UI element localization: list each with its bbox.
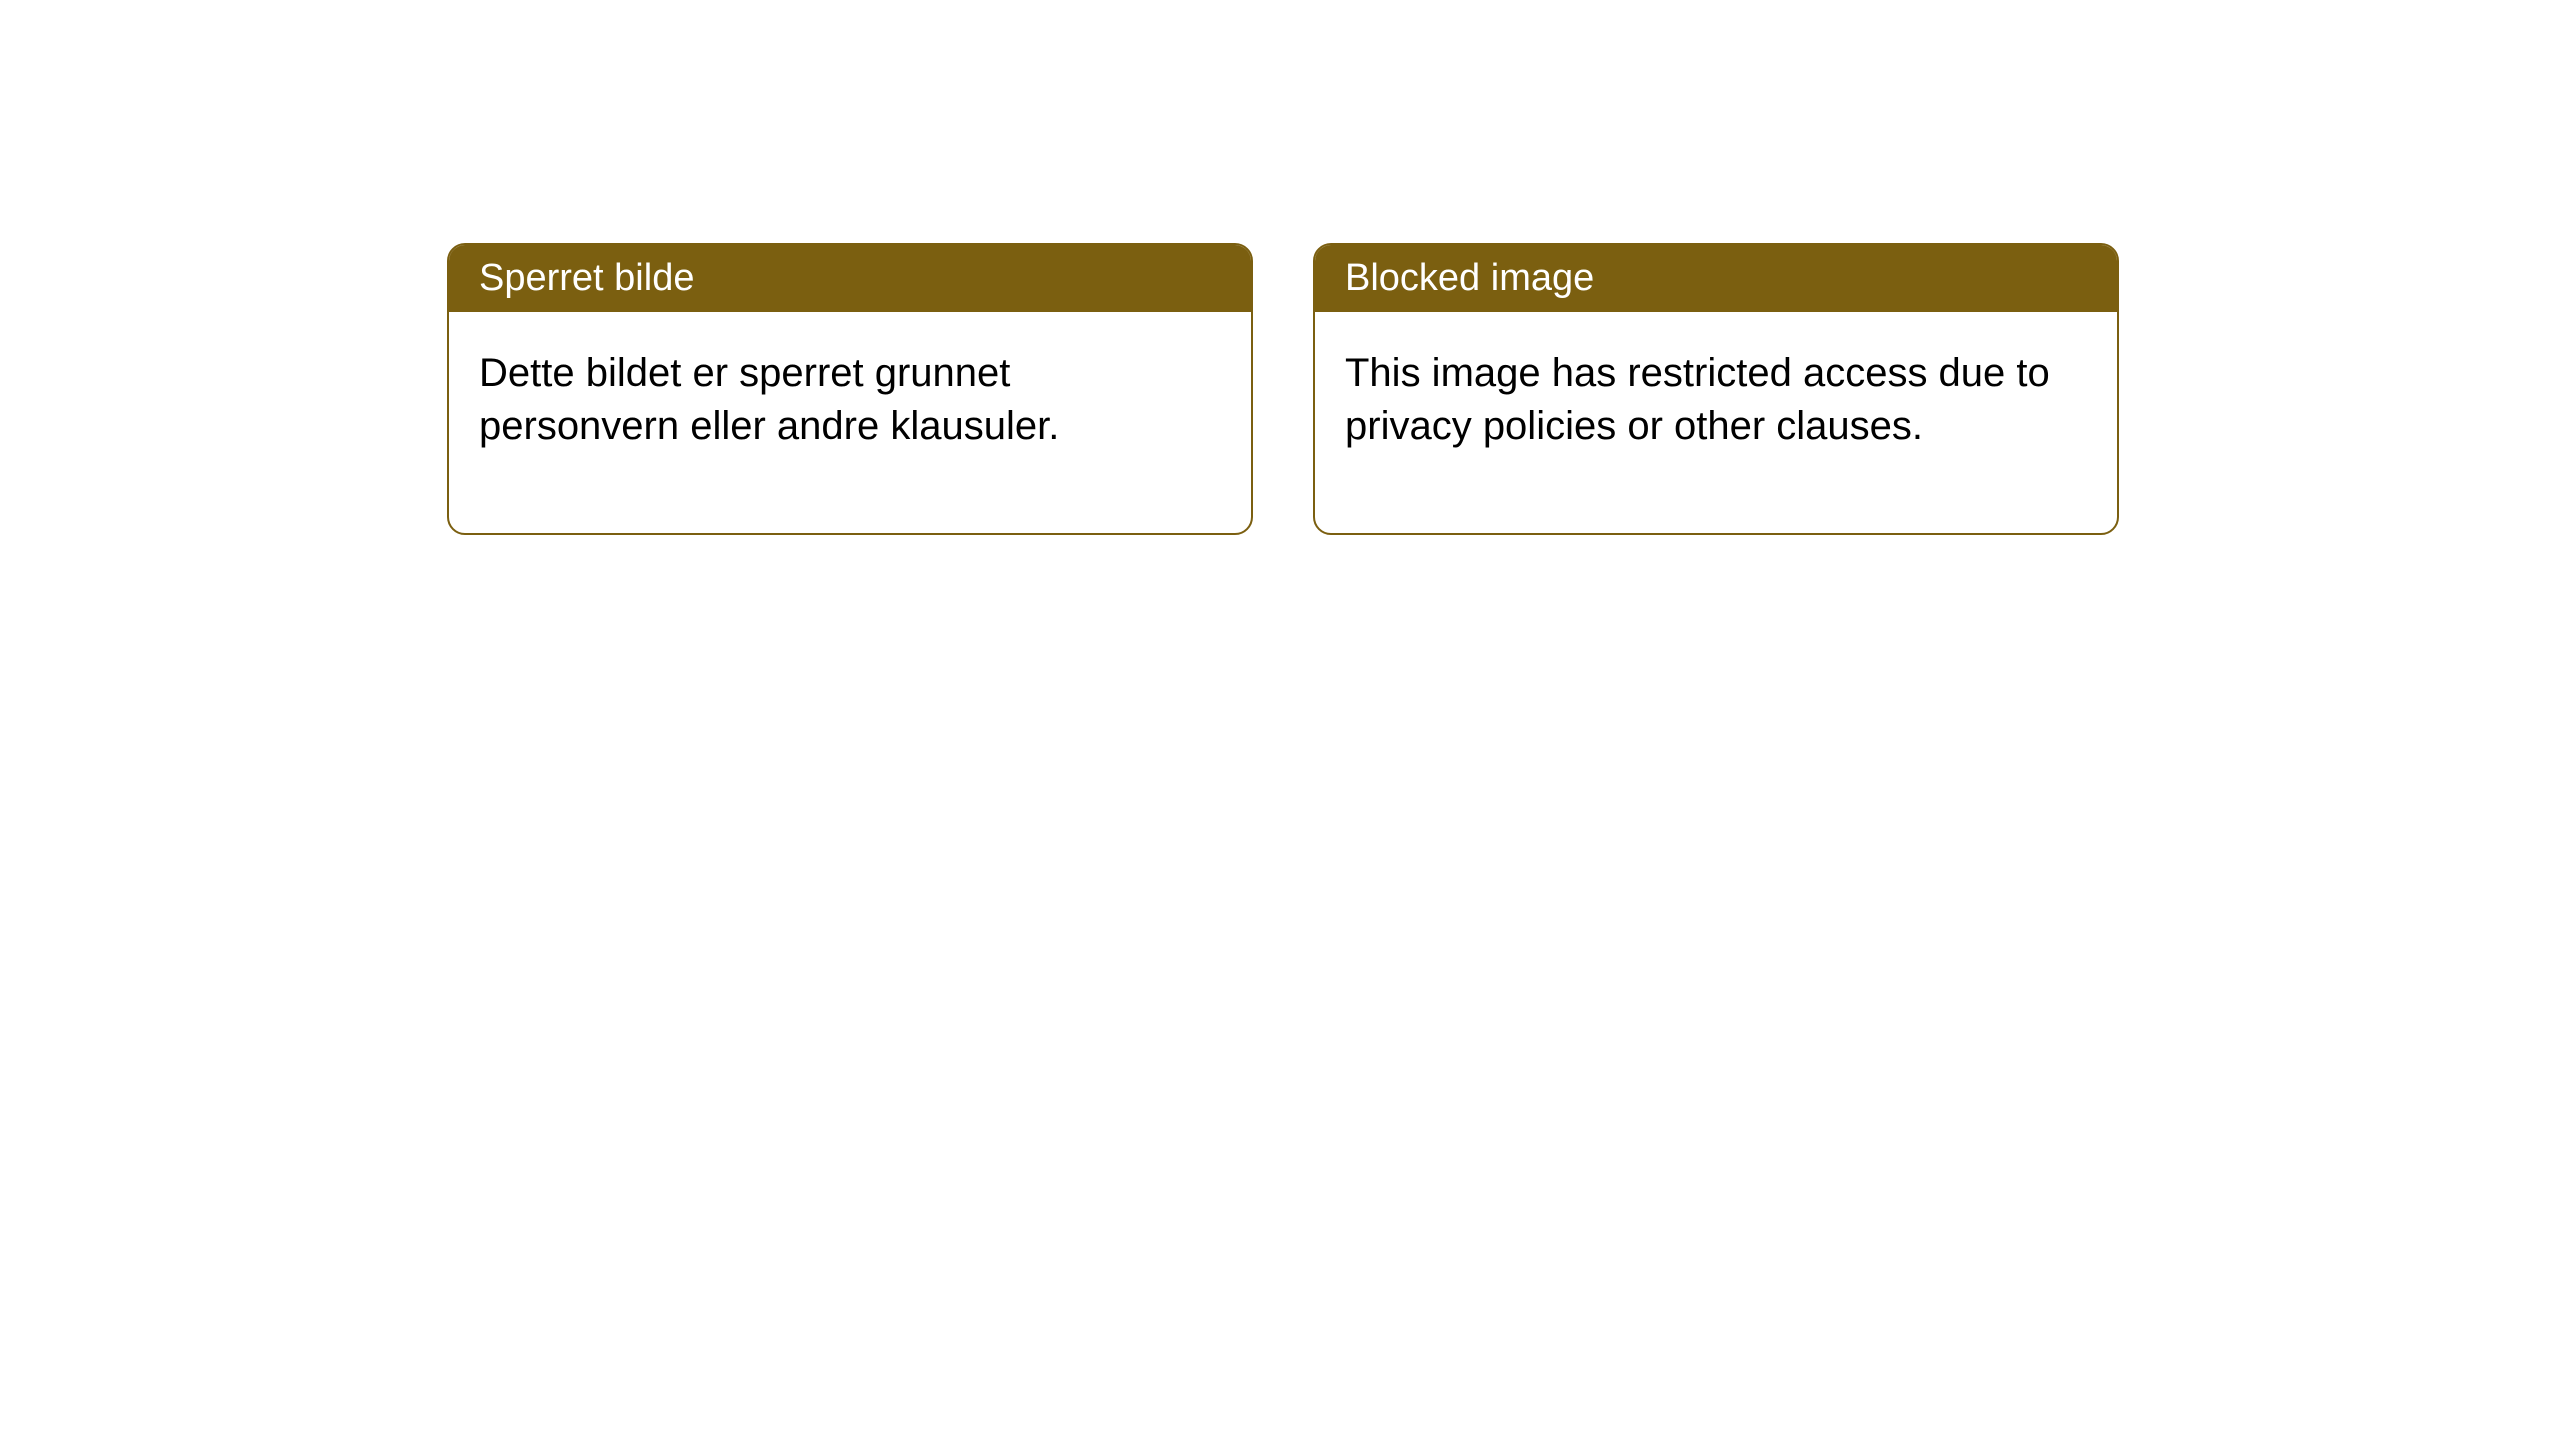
notice-body: Dette bildet er sperret grunnet personve… <box>449 312 1251 533</box>
notice-title: Sperret bilde <box>479 257 694 299</box>
notice-container: Sperret bilde Dette bildet er sperret gr… <box>447 243 2119 535</box>
notice-card-norwegian: Sperret bilde Dette bildet er sperret gr… <box>447 243 1253 535</box>
notice-title: Blocked image <box>1345 257 1594 299</box>
notice-header: Sperret bilde <box>449 245 1251 312</box>
notice-header: Blocked image <box>1315 245 2117 312</box>
notice-body-text: This image has restricted access due to … <box>1345 351 2050 448</box>
notice-body: This image has restricted access due to … <box>1315 312 2117 533</box>
notice-card-english: Blocked image This image has restricted … <box>1313 243 2119 535</box>
notice-body-text: Dette bildet er sperret grunnet personve… <box>479 351 1059 448</box>
